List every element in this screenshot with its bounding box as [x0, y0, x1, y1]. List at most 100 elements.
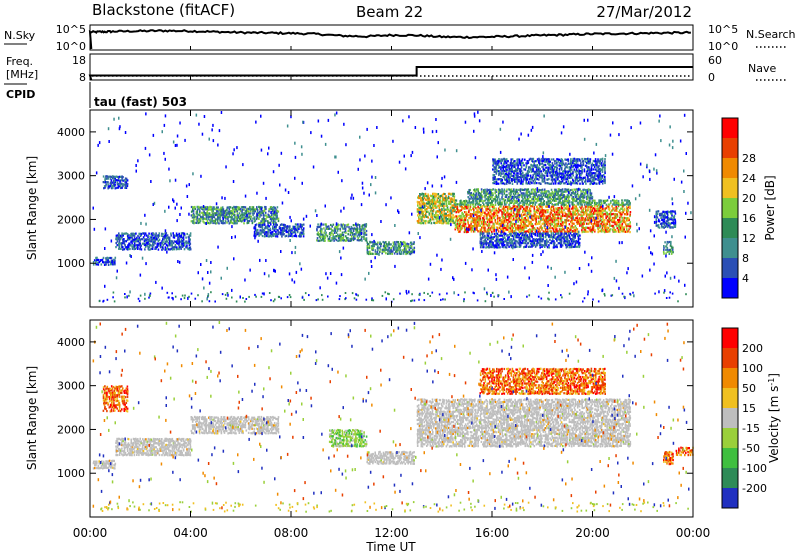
power-cell — [541, 226, 543, 230]
power-cell — [205, 217, 208, 220]
power-cell — [137, 240, 139, 243]
power-cell — [254, 224, 257, 227]
power-cell — [230, 220, 233, 223]
power-cell — [358, 224, 361, 227]
power-cell — [294, 229, 297, 232]
power-cell — [449, 200, 452, 203]
power-cell — [427, 193, 429, 196]
power-cell — [479, 217, 482, 220]
power-cell — [267, 227, 269, 230]
power-cell — [141, 242, 144, 245]
power-cell — [504, 199, 507, 202]
power-cell — [132, 243, 134, 247]
power-cell — [243, 213, 246, 216]
power-cell — [385, 248, 388, 251]
power-cell — [577, 237, 580, 241]
power-cell — [361, 235, 363, 238]
power-cell — [261, 229, 263, 232]
power-cell — [178, 243, 180, 247]
power-cell — [629, 211, 632, 214]
power-cell — [216, 209, 218, 212]
power-cell — [578, 217, 581, 220]
power-cell — [285, 230, 288, 234]
power-cell — [281, 235, 283, 238]
power-cell — [391, 252, 393, 255]
power-cell — [322, 223, 324, 226]
power-cell — [494, 188, 496, 191]
power-cell — [298, 227, 300, 230]
power-cell — [207, 206, 210, 209]
power-cell — [296, 227, 299, 230]
power-cell — [260, 206, 262, 209]
power-cell — [190, 205, 193, 209]
power-cell — [230, 218, 233, 221]
power-cell — [627, 230, 629, 233]
power-cell — [452, 216, 454, 219]
power-cell — [172, 232, 174, 235]
power-cell — [576, 207, 579, 210]
power-cell — [533, 209, 535, 212]
power-cell — [152, 232, 154, 235]
power-cell — [296, 229, 299, 232]
power-cell — [119, 242, 121, 245]
power-cell — [114, 183, 116, 186]
power-cell — [180, 247, 182, 250]
power-cell — [576, 245, 579, 248]
power-cell — [614, 200, 617, 203]
power-cell — [248, 216, 250, 219]
power-cell — [199, 214, 201, 217]
power-cell — [511, 182, 514, 185]
power-cell — [329, 232, 331, 235]
power-cell — [602, 213, 605, 216]
power-cell — [148, 244, 150, 247]
power-cell — [236, 219, 239, 222]
power-cell — [416, 208, 419, 211]
power-cell — [660, 224, 663, 227]
power-cell — [444, 193, 446, 196]
power-cell — [463, 211, 466, 214]
power-cell — [666, 246, 669, 249]
power-cell — [186, 232, 188, 236]
power-cell — [580, 221, 582, 224]
power-cell — [488, 246, 491, 249]
power-cell — [629, 205, 631, 208]
power-cell — [175, 248, 178, 251]
power-cell — [511, 228, 514, 232]
power-cell — [287, 233, 290, 236]
power-cell — [96, 259, 98, 262]
power-cell — [133, 234, 136, 237]
power-cell — [264, 233, 266, 236]
power-cell — [187, 247, 189, 251]
power-cell — [205, 215, 208, 219]
power-cell — [163, 236, 165, 239]
power-cell — [494, 244, 496, 247]
power-cell — [159, 244, 162, 247]
power-cell — [530, 221, 532, 224]
power-cell — [365, 229, 368, 233]
power-cell — [276, 223, 278, 227]
power-cell — [486, 192, 488, 195]
power-cell — [199, 212, 201, 215]
power-cell — [138, 238, 140, 241]
power-cell — [126, 233, 129, 236]
power-cell — [166, 246, 169, 249]
power-cell — [192, 221, 194, 224]
power-cell — [182, 238, 185, 241]
power-cell — [117, 242, 120, 245]
power-cell — [256, 231, 259, 234]
power-cell — [270, 235, 273, 238]
power-cell — [519, 188, 522, 191]
power-cell — [156, 244, 158, 247]
power-cell — [527, 219, 529, 222]
power-cell — [578, 209, 580, 212]
power-cell — [431, 212, 434, 215]
power-cell — [249, 215, 251, 218]
power-cell — [254, 232, 257, 235]
power-cell — [329, 239, 332, 242]
power-cell — [121, 232, 123, 235]
power-cell — [556, 230, 558, 233]
power-cell — [189, 246, 192, 249]
power-cell — [225, 217, 227, 220]
power-cell — [518, 196, 520, 199]
power-cell — [157, 234, 160, 237]
